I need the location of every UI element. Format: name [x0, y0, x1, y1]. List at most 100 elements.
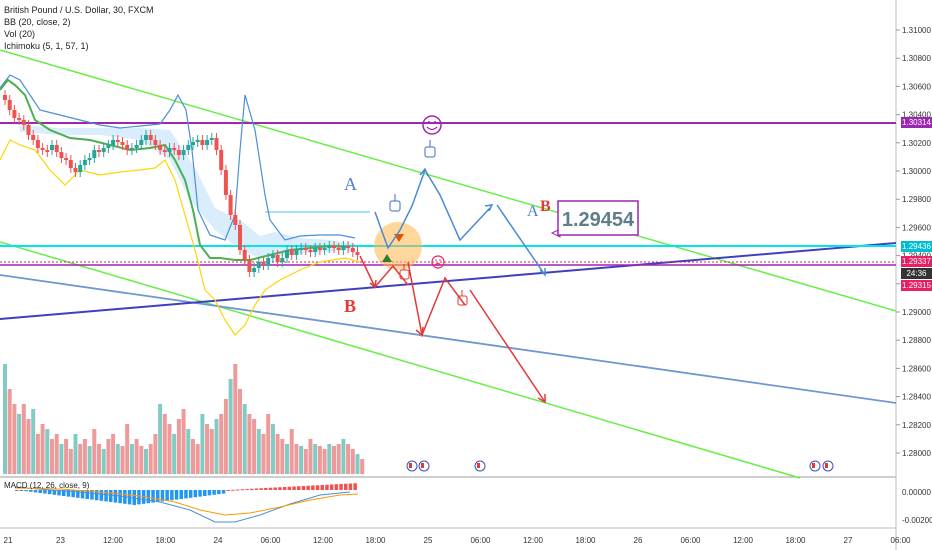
candle[interactable]: [214, 138, 219, 150]
candle[interactable]: [40, 148, 45, 150]
candle[interactable]: [200, 140, 205, 145]
candle[interactable]: [92, 150, 97, 158]
candle[interactable]: [195, 140, 200, 142]
candle[interactable]: [26, 125, 31, 135]
legend-vol[interactable]: Vol (20): [4, 29, 36, 39]
candle[interactable]: [87, 158, 92, 160]
bar-countdown-tag: 24:36: [901, 268, 932, 279]
candle[interactable]: [54, 145, 59, 152]
candle[interactable]: [167, 148, 172, 152]
candle[interactable]: [64, 158, 69, 160]
candle[interactable]: [228, 195, 233, 215]
candle[interactable]: [158, 145, 163, 150]
candle[interactable]: [120, 142, 125, 145]
volume-bar: [209, 429, 214, 474]
candle[interactable]: [134, 145, 139, 148]
candle[interactable]: [294, 250, 299, 255]
candle[interactable]: [50, 145, 54, 150]
candle[interactable]: [12, 110, 17, 118]
candle[interactable]: [106, 145, 111, 148]
candle[interactable]: [322, 248, 327, 250]
candle[interactable]: [252, 268, 257, 272]
candle[interactable]: [256, 262, 261, 268]
candle[interactable]: [332, 246, 336, 248]
candle[interactable]: [172, 148, 177, 150]
candle[interactable]: [247, 260, 252, 272]
candle[interactable]: [148, 135, 153, 140]
candle[interactable]: [303, 248, 308, 250]
candle[interactable]: [266, 258, 271, 265]
legend-ichimoku[interactable]: Ichimoku (5, 1, 57, 1): [4, 41, 89, 51]
blue-projection-path[interactable]: [374, 167, 546, 277]
resistance-price-tag: 1.30314: [901, 117, 932, 128]
candle[interactable]: [115, 140, 120, 142]
candle[interactable]: [275, 255, 280, 262]
candle[interactable]: [129, 148, 134, 150]
candle[interactable]: [238, 225, 242, 250]
candle[interactable]: [313, 248, 318, 252]
legend-bb[interactable]: BB (20, close, 2): [4, 17, 71, 27]
macd-legend[interactable]: MACD (12, 26, close, 9): [4, 481, 90, 490]
volume-bars[interactable]: [3, 364, 365, 474]
channel-upper-line[interactable]: [0, 49, 897, 312]
candle[interactable]: [350, 248, 355, 252]
candle[interactable]: [153, 140, 158, 145]
blue-trendline[interactable]: [0, 274, 897, 404]
candle[interactable]: [181, 150, 186, 155]
candle[interactable]: [223, 170, 228, 195]
candle[interactable]: [299, 248, 304, 250]
candle[interactable]: [308, 250, 313, 252]
time-axis[interactable]: 21 23 12:00 18:00 24 06:00 12:00 18:00 25 06:00 12…: [4, 536, 912, 545]
candle[interactable]: [31, 135, 36, 140]
candle[interactable]: [3, 95, 7, 100]
candle[interactable]: [355, 252, 360, 255]
candle[interactable]: [144, 135, 148, 140]
candle[interactable]: [35, 140, 40, 148]
candle[interactable]: [219, 150, 224, 170]
candle[interactable]: [336, 248, 341, 250]
candle[interactable]: [289, 250, 294, 255]
candle[interactable]: [205, 140, 210, 145]
legend-title[interactable]: British Pound / U.S. Dollar, 30, FXCM: [4, 5, 154, 15]
macd-histogram-bar: [33, 490, 38, 493]
candle[interactable]: [346, 246, 351, 248]
candle[interactable]: [21, 120, 26, 125]
candle[interactable]: [191, 142, 195, 145]
volume-bar: [191, 439, 195, 474]
event-icons[interactable]: [406, 460, 834, 472]
candle[interactable]: [317, 248, 322, 250]
candle[interactable]: [280, 258, 285, 262]
candles-group[interactable]: [3, 90, 360, 277]
channel-lower-line[interactable]: [0, 241, 801, 479]
candle[interactable]: [186, 145, 191, 150]
candle[interactable]: [59, 152, 64, 158]
candle[interactable]: [285, 250, 289, 258]
candle[interactable]: [270, 255, 275, 258]
candle[interactable]: [341, 246, 346, 250]
candle[interactable]: [45, 150, 50, 152]
candle[interactable]: [209, 138, 214, 140]
price-callout-box[interactable]: [557, 200, 639, 236]
candle[interactable]: [176, 150, 181, 155]
candle[interactable]: [78, 165, 83, 172]
candle[interactable]: [162, 150, 167, 152]
candle[interactable]: [327, 246, 332, 248]
candle[interactable]: [261, 262, 266, 265]
red-projection-path[interactable]: [359, 255, 546, 404]
candle[interactable]: [73, 168, 78, 172]
candle[interactable]: [111, 140, 116, 145]
volume-bar: [106, 439, 111, 474]
macd-signal-line: [14, 487, 359, 516]
candle[interactable]: [82, 160, 87, 165]
candle[interactable]: [7, 100, 12, 110]
candle[interactable]: [139, 140, 144, 145]
candle[interactable]: [125, 145, 130, 150]
candle[interactable]: [97, 150, 101, 152]
candle[interactable]: [17, 118, 22, 120]
candle[interactable]: [242, 250, 247, 260]
volume-bar: [322, 449, 327, 474]
candle[interactable]: [101, 148, 106, 152]
candle[interactable]: [68, 160, 73, 168]
candle[interactable]: [233, 215, 238, 225]
